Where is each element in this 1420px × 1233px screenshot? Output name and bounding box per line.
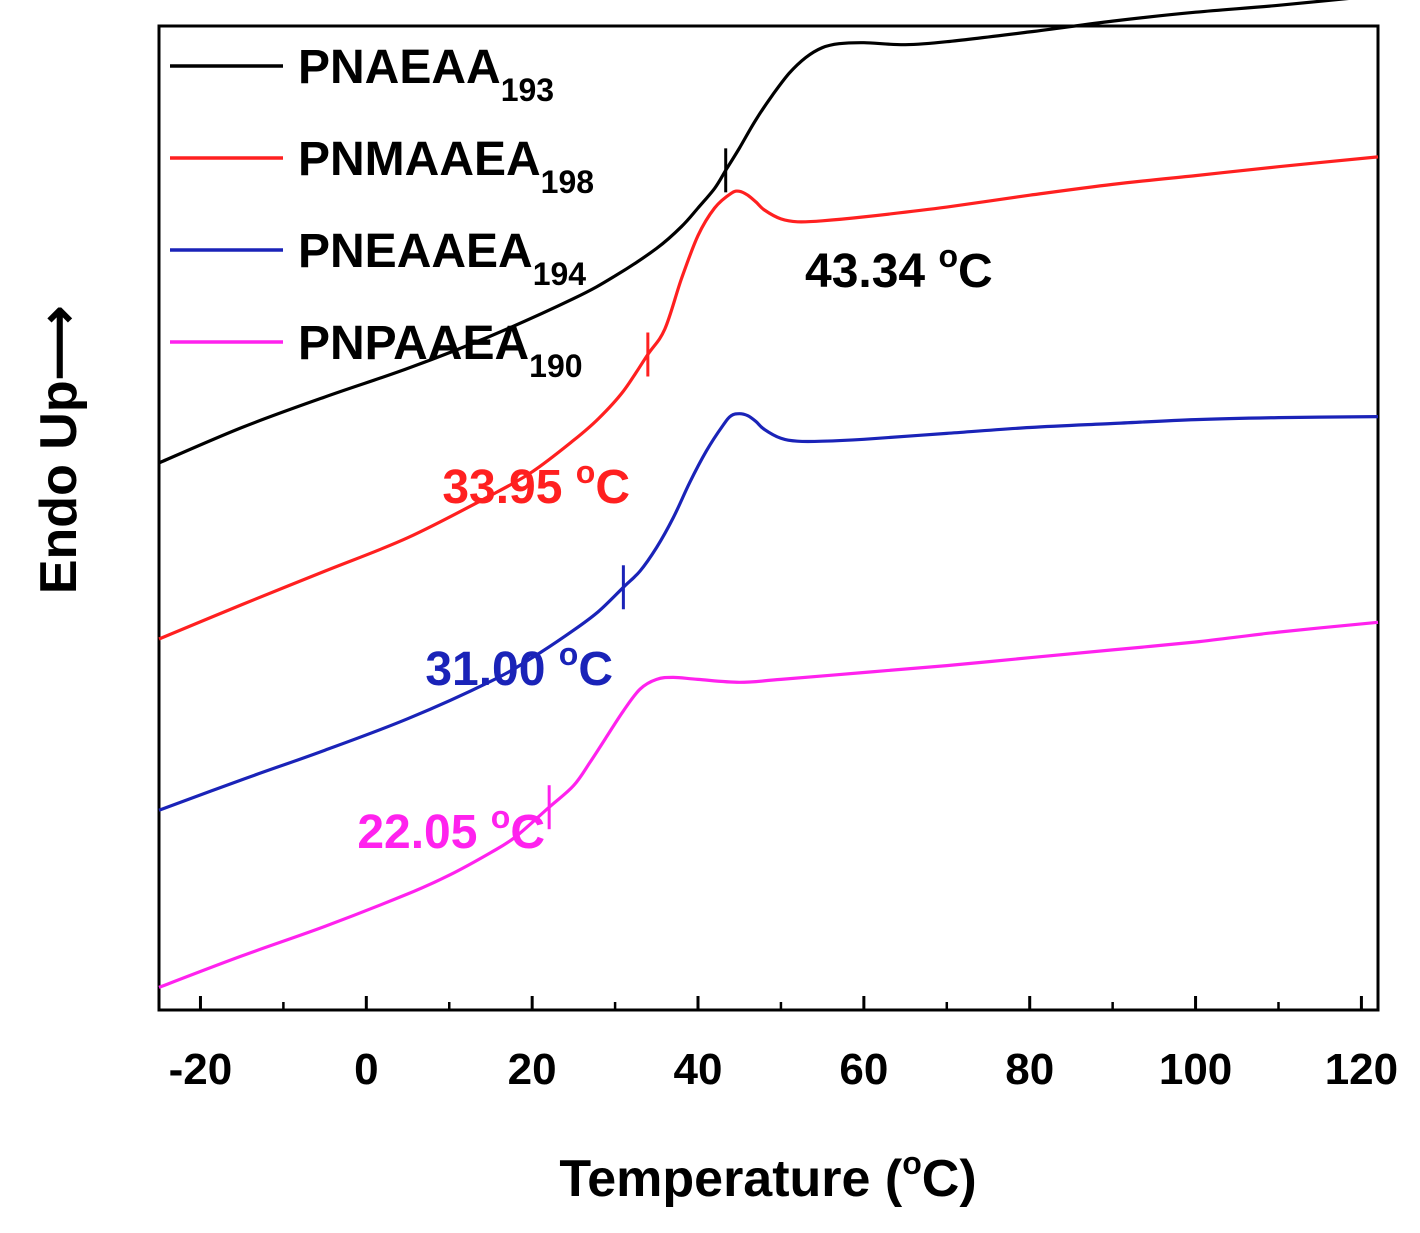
tg-annotations-layer: 43.34 oC 33.95 oC 31.00 oC 22.05 oC: [357, 238, 992, 859]
x-tick-label: 120: [1325, 1045, 1398, 1094]
curve-pnmaaea: [158, 155, 1379, 641]
tg-label-pneaaea: 31.00 oC: [425, 636, 613, 696]
tg-label-pnmaaea: 33.95 oC: [442, 454, 630, 514]
x-axis-title: Temperature (oC): [559, 1145, 976, 1208]
x-axis: -20 0 20 40 60 80 100 120: [169, 996, 1398, 1094]
legend-label-pnmaaea: PNMAAEA198: [298, 133, 594, 200]
tg-label-pnaeaa: 43.34 oC: [805, 238, 993, 298]
x-tick-label: -20: [169, 1045, 233, 1094]
legend: PNAEAA193 PNMAAEA198 PNEAAEA194 PNPAAEA190: [170, 41, 594, 384]
x-tick-label: 100: [1159, 1045, 1232, 1094]
x-tick-label: 40: [674, 1045, 723, 1094]
x-tick-label: 20: [508, 1045, 557, 1094]
x-tick-label: 0: [354, 1045, 378, 1094]
curves-layer: [158, 0, 1379, 989]
tg-label-pnpaaea: 22.05 oC: [357, 799, 545, 859]
legend-label-pnaeaa: PNAEAA193: [298, 41, 554, 108]
y-axis-title: Endo Up⟶: [30, 306, 88, 594]
legend-label-pnpaaea: PNPAAEA190: [298, 317, 583, 384]
plot-area-frame: [157, 24, 1380, 1012]
legend-label-pneaaea: PNEAAEA194: [298, 225, 586, 292]
x-tick-label: 80: [1005, 1045, 1054, 1094]
tg-markers-layer: [547, 148, 728, 830]
curve-pnaeaa: [158, 0, 1349, 465]
curve-pneaaea: [158, 412, 1379, 812]
x-tick-label: 60: [839, 1045, 888, 1094]
curve-pnpaaea: [158, 620, 1379, 989]
